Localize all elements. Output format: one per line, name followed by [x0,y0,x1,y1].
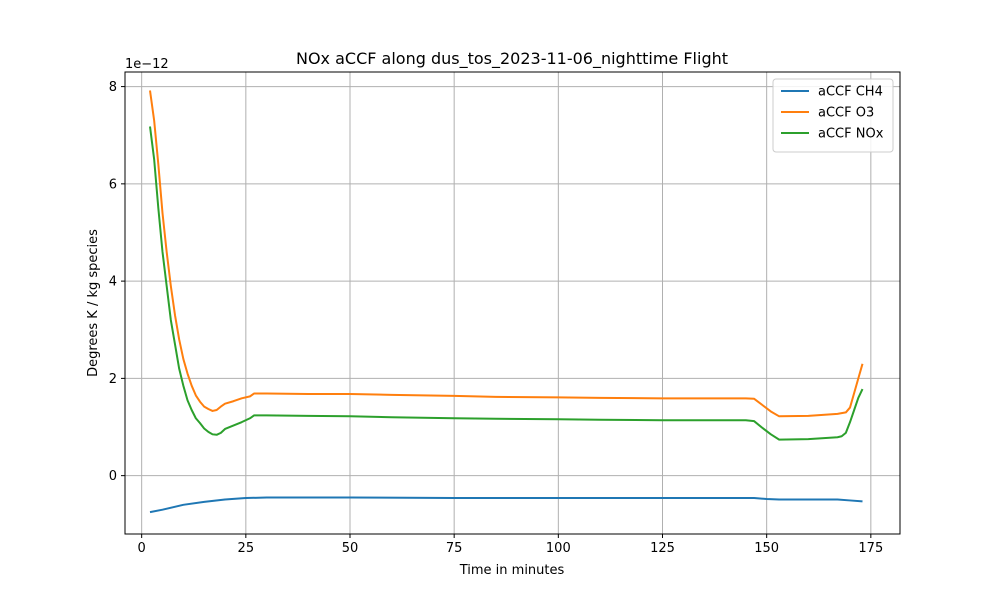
y-axis-label: Degrees K / kg species [86,229,101,377]
y-offset-label: 1e−12 [125,57,169,72]
plot-area [124,71,901,535]
x-tick-label: 75 [446,541,463,556]
y-tick-label: 4 [109,275,117,290]
x-tick-label: 0 [138,541,146,556]
y-tick-label: 6 [109,177,117,192]
axis-ticks: 0 25 50 75 100 125 150 175 0 2 4 6 8 [109,80,884,556]
series-lines [149,90,864,514]
x-axis-label: Time in minutes [459,563,565,578]
x-tick-label: 50 [342,541,359,556]
legend: aCCF CH4 aCCF O3 aCCF NOx [772,78,894,153]
y-tick-label: 8 [109,80,117,95]
chart-title: NOx aCCF along dus_tos_2023-11-06_nightt… [296,49,728,69]
legend-label-accf-o3: aCCF O3 [818,106,874,121]
x-tick-label: 175 [858,541,883,556]
series-line-accf-o3 [149,90,864,418]
legend-label-accf-ch4: aCCF CH4 [818,85,883,100]
x-tick-label: 25 [238,541,255,556]
x-tick-label: 125 [650,541,675,556]
series-line-accf-nox [149,126,864,441]
y-tick-label: 2 [109,372,117,387]
legend-label-accf-nox: aCCF NOx [818,127,884,142]
series-line-accf-ch4 [149,496,863,514]
y-tick-label: 0 [109,469,117,484]
x-tick-label: 100 [546,541,571,556]
x-tick-label: 150 [754,541,779,556]
